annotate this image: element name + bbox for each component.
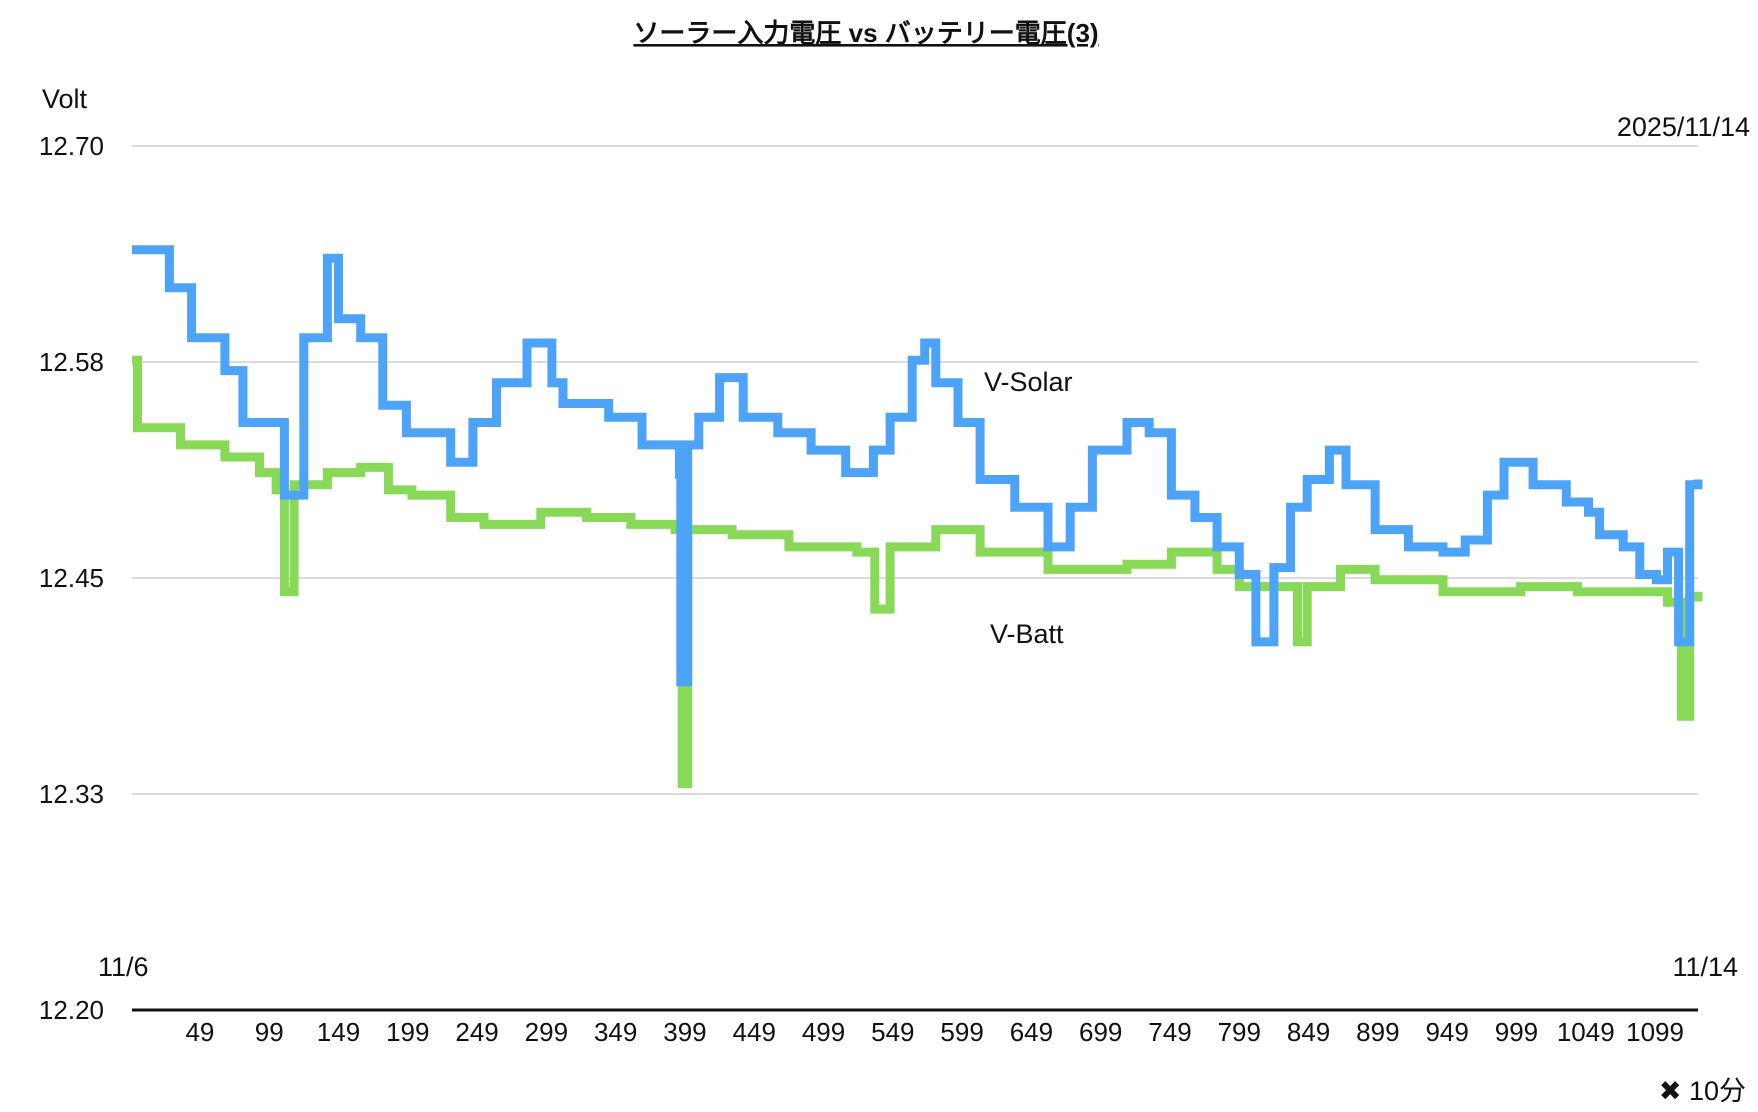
series-label: V-Solar [984,367,1073,397]
y-tick-label: 12.20 [39,995,104,1025]
x-tick-label: 549 [871,1017,914,1047]
x-tick-label: 799 [1218,1017,1261,1047]
x-tick-label: 649 [1010,1017,1053,1047]
x-tick-label: 349 [594,1017,637,1047]
x-tick-label: 99 [255,1017,284,1047]
x-tick-label: 149 [317,1017,360,1047]
x-tick-label: 449 [733,1017,776,1047]
x-end-label: 11/14 [1672,952,1738,982]
y-tick-label: 12.45 [39,563,104,593]
x-tick-label: 199 [386,1017,429,1047]
series-label: V-Batt [990,619,1064,649]
x-axis-unit-label: ✖ 10分 [1659,1076,1746,1106]
x-tick-label: 749 [1148,1017,1191,1047]
x-tick-label: 49 [185,1017,214,1047]
x-tick-label: 599 [940,1017,983,1047]
x-tick-label: 1049 [1557,1017,1615,1047]
x-tick-label: 399 [663,1017,706,1047]
y-tick-label: 12.58 [39,347,104,377]
series-line-v-batt [132,355,1703,789]
x-tick-label: 949 [1425,1017,1468,1047]
x-tick-label: 499 [802,1017,845,1047]
x-tick-label: 899 [1356,1017,1399,1047]
x-tick-label: 1099 [1626,1017,1684,1047]
y-axis-label: Volt [42,84,88,114]
date-label: 2025/11/14 [1617,112,1750,142]
y-tick-label: 12.70 [39,131,104,161]
x-start-label: 11/6 [98,952,149,982]
x-tick-label: 699 [1079,1017,1122,1047]
chart-title: ソーラー入力電圧 vs バッテリー電圧(3) [633,18,1098,48]
x-tick-label: 299 [525,1017,568,1047]
x-tick-label: 999 [1495,1017,1538,1047]
x-tick-label: 849 [1287,1017,1330,1047]
series-line-v-solar [132,245,1703,687]
y-tick-label: 12.33 [39,779,104,809]
x-tick-label: 249 [455,1017,498,1047]
